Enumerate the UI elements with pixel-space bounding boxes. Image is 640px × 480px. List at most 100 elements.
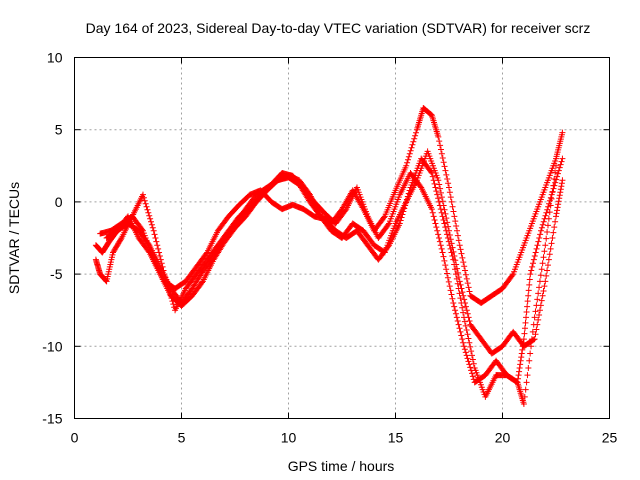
data-point-interp (463, 327, 470, 334)
data-point (428, 206, 435, 213)
data-point-interp (447, 245, 454, 252)
data-point-interp (154, 242, 161, 249)
data-point-interp (517, 361, 524, 368)
data-point-interp (531, 253, 538, 260)
y-tick-labels: -15 -10 -5 0 5 10 (42, 50, 62, 427)
data-point-interp (551, 224, 558, 231)
data-point-interp (457, 246, 464, 253)
data-point-interp (452, 218, 459, 225)
data-point-interp (558, 180, 565, 187)
data-point-interp (453, 275, 460, 282)
data-point-interp (430, 213, 437, 220)
data-point-interp (464, 280, 471, 287)
data-point-interp (549, 235, 556, 241)
data-point-interp (466, 339, 473, 346)
data-point-interp (533, 245, 540, 252)
data-point-interp (458, 332, 465, 339)
data-point-interp (539, 221, 546, 228)
data-point-interp (439, 198, 446, 205)
data-point-interp (532, 308, 539, 315)
data-point-interp (437, 185, 444, 192)
data-point-interp (417, 183, 424, 190)
data-point-interp (466, 288, 473, 295)
data-point-interp (469, 352, 476, 359)
data-point-interp (461, 296, 468, 303)
data-point-interp (548, 240, 555, 247)
data-point-interp (152, 235, 159, 241)
data-point-interp (463, 275, 470, 282)
data-point-interp (555, 201, 562, 208)
data-point-interp (518, 354, 525, 361)
data-point-interp (461, 318, 468, 325)
data-point-interp (437, 206, 444, 213)
data-point-interp (465, 284, 472, 291)
data-point-interp (446, 283, 453, 290)
data-point-interp (445, 278, 452, 285)
data-point-interp (434, 227, 441, 234)
data-point-interp (469, 356, 476, 363)
data-point-interp (525, 292, 532, 299)
data-point-interp (516, 368, 523, 375)
data-point-interp (538, 224, 545, 231)
data-point-interp (431, 180, 438, 187)
data-point-interp (405, 153, 412, 160)
data-point-interp (451, 213, 458, 220)
data-point-interp (436, 138, 443, 145)
data-point-interp (451, 261, 458, 268)
data-point-interp (547, 194, 554, 201)
data-point (542, 278, 549, 285)
data-point-interp (536, 307, 543, 314)
x-tick-label: 15 (388, 430, 404, 446)
data-point-interp (453, 314, 460, 321)
data-point-interp (435, 195, 442, 202)
data-point-interp (462, 267, 469, 274)
data-point-interp (430, 177, 437, 184)
data-point-interp (528, 343, 535, 350)
data-point-interp (140, 194, 147, 201)
data-point-interp (439, 154, 446, 161)
data-point-interp (145, 209, 152, 216)
data-point-interp (470, 360, 477, 367)
data-point-interp (533, 302, 540, 309)
data-point-interp (469, 373, 476, 380)
data-point-interp (441, 163, 448, 170)
x-tick-label: 0 (71, 430, 79, 446)
data-point-interp (455, 237, 462, 244)
data-point-interp (431, 216, 438, 223)
data-point (527, 271, 534, 278)
data-point-interp (444, 274, 451, 281)
data-point-interp (519, 346, 526, 353)
data-point (150, 227, 157, 234)
data-point-interp (523, 309, 530, 316)
data-point-interp (139, 226, 146, 233)
data-point-interp (451, 303, 458, 310)
data-point-interp (532, 249, 539, 256)
data-point-interp (452, 307, 459, 314)
data-point-interp (459, 254, 466, 261)
data-point-interp (541, 283, 548, 290)
data-point-interp (433, 224, 440, 231)
data-point-interp (555, 198, 562, 205)
data-point-interp (536, 278, 543, 285)
data-point-interp (463, 352, 470, 359)
data-point-interp (468, 348, 475, 355)
data-point-interp (535, 238, 542, 245)
data-point (559, 155, 566, 162)
data-point-interp (552, 218, 559, 225)
x-axis-label: GPS time / hours (288, 458, 395, 474)
y-axis-label: SDTVAR / TECUs (6, 182, 22, 294)
data-point-interp (528, 336, 535, 343)
data-point-interp (459, 336, 466, 343)
y-tick-label: -5 (50, 266, 63, 282)
data-point-interp (459, 304, 466, 311)
data-point-interp (557, 186, 564, 193)
x-tick-label: 10 (281, 430, 297, 446)
data-points (92, 105, 566, 408)
data-point-interp (456, 325, 463, 332)
data-point-interp (153, 238, 160, 245)
series-track-4 (97, 155, 559, 408)
data-point-interp (461, 346, 468, 353)
data-point-interp (146, 212, 153, 219)
data-point-interp (156, 249, 163, 256)
data-point-interp (544, 222, 551, 229)
